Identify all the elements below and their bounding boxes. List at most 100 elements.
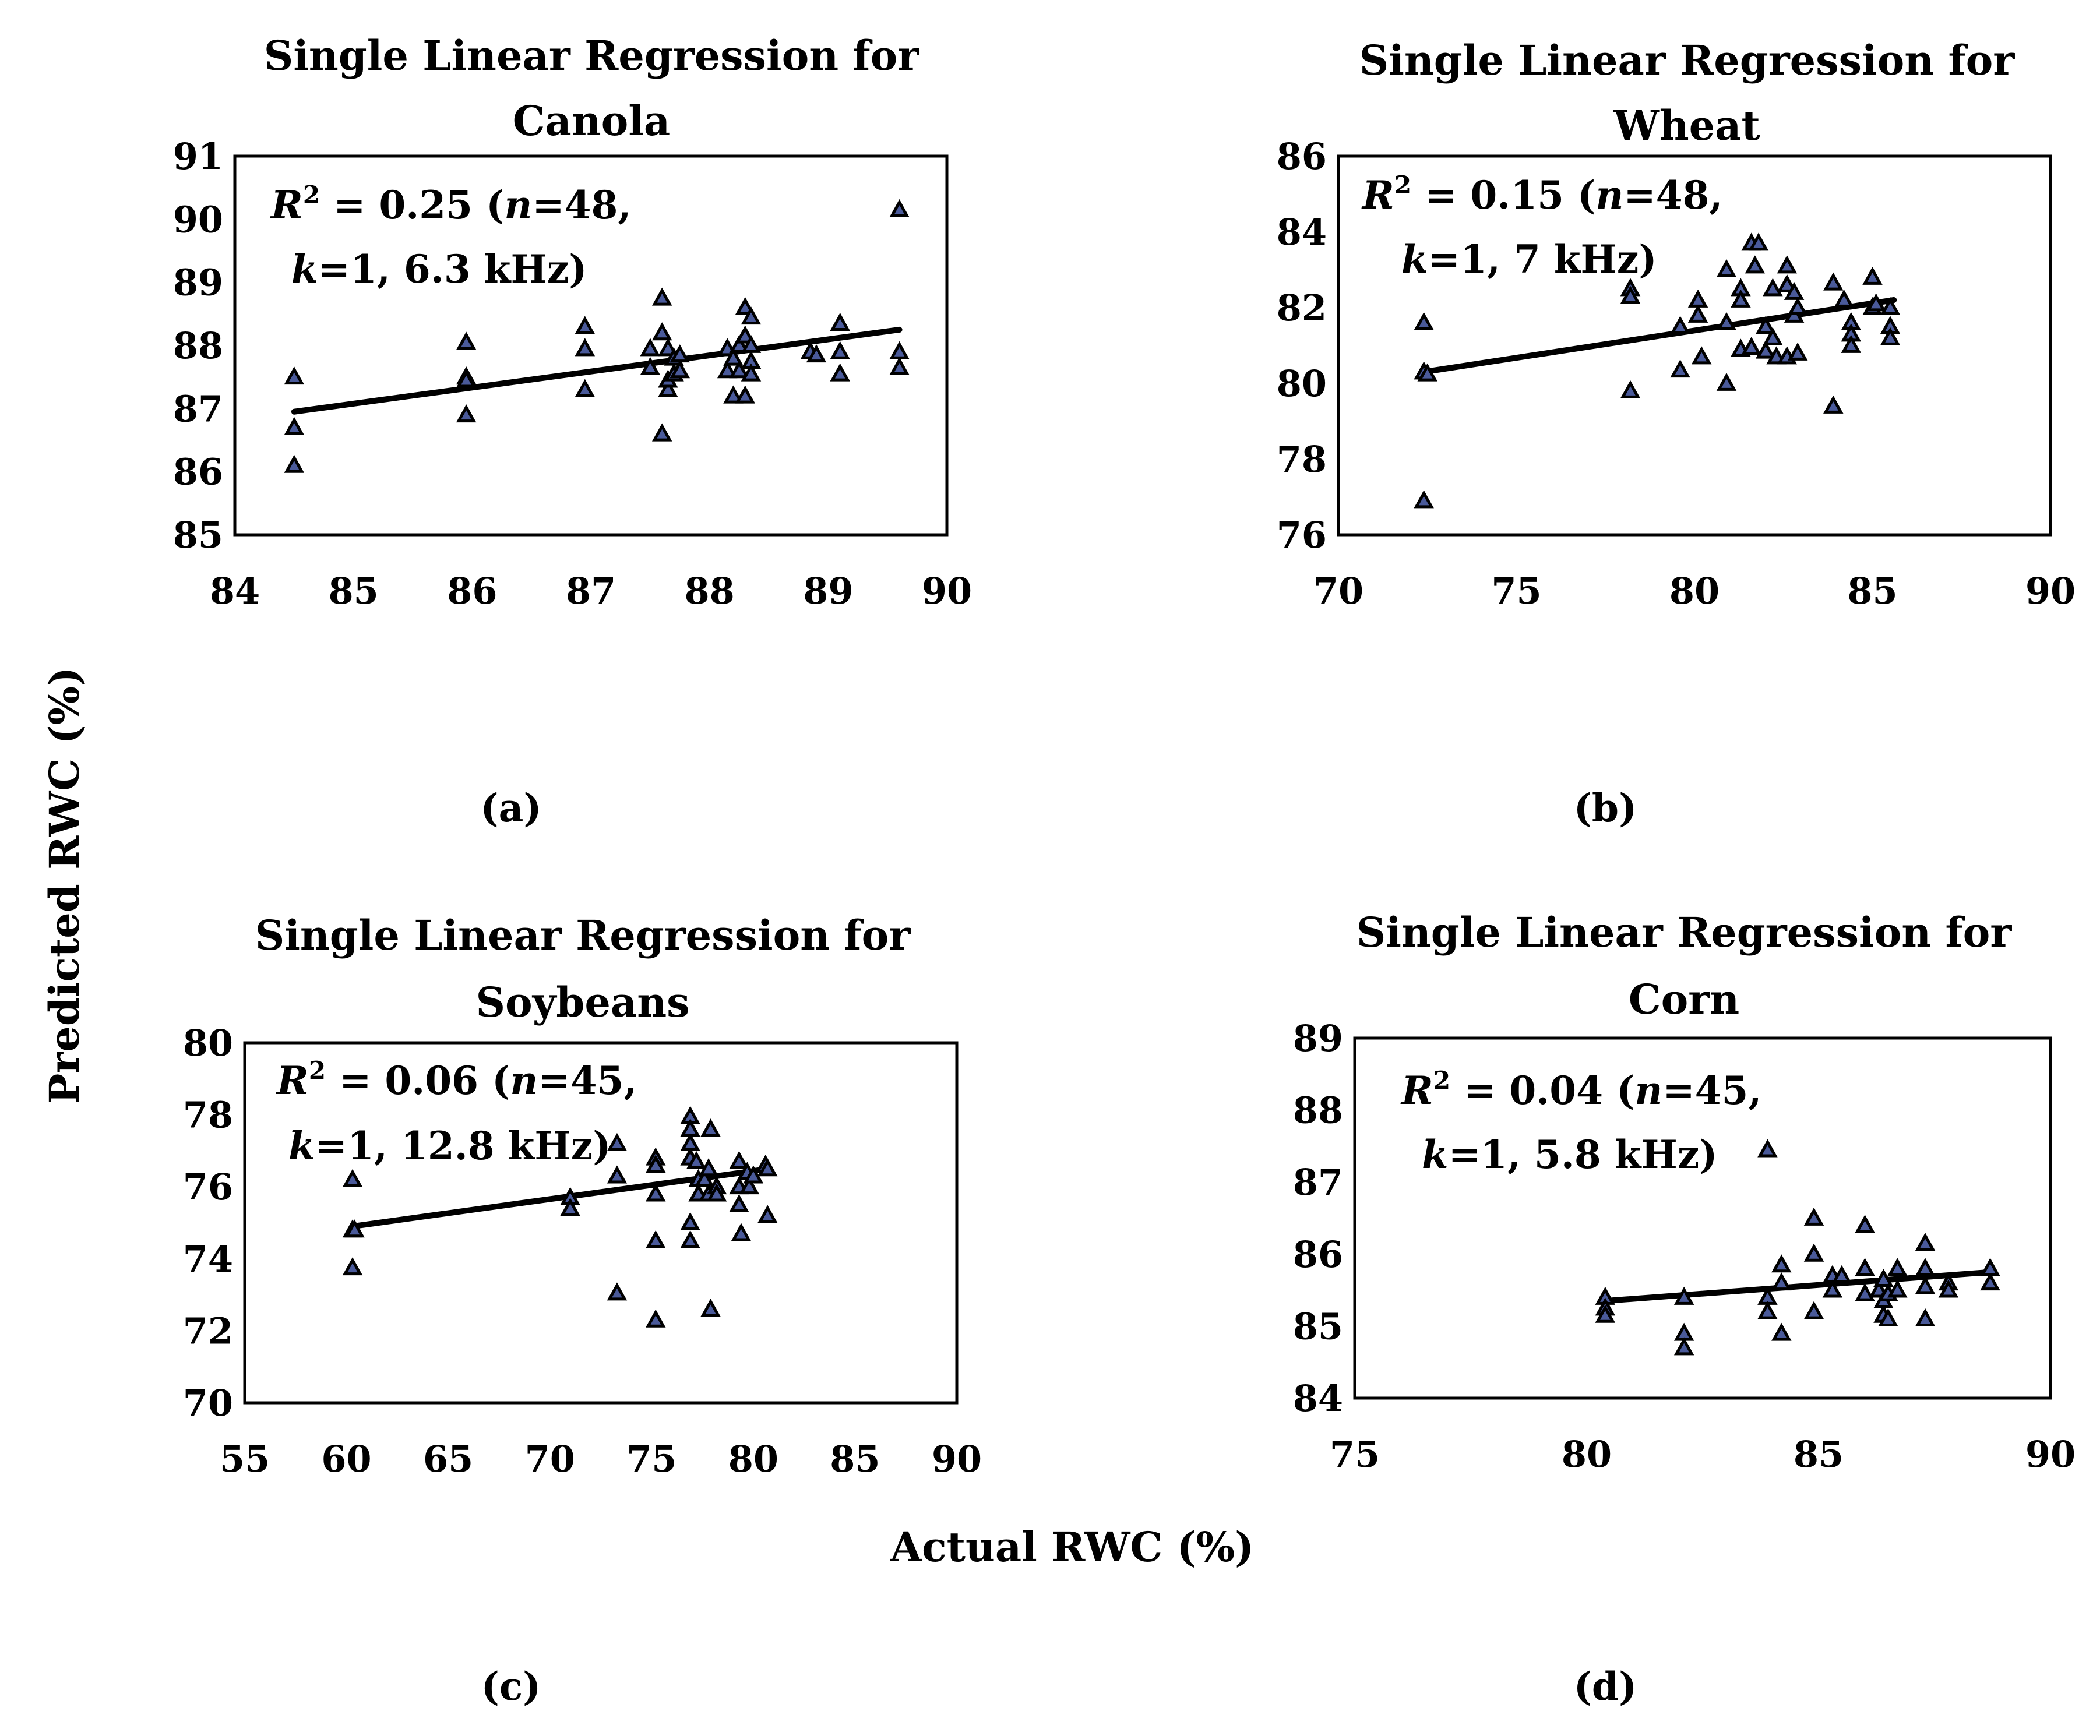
panel-a-y-tick-5: 90 — [173, 198, 223, 241]
panel-d-stat-k: k — [1422, 1132, 1449, 1177]
panel-c-data-point — [700, 1299, 721, 1317]
panel-b-data-point — [1763, 327, 1783, 345]
panel-c-x-tick-1: 60 — [321, 1438, 371, 1480]
panel-b-data-point — [1687, 304, 1708, 323]
panel-d-data-point — [1980, 1272, 2000, 1291]
panel-a-data-point — [717, 360, 738, 379]
panel-a-data-point — [284, 454, 305, 473]
panel-b-data-point — [1687, 289, 1708, 308]
panel-c-label: (c) — [481, 1664, 541, 1709]
panel-d-data-point — [1771, 1322, 1792, 1341]
panel-d-data-point — [1803, 1207, 1824, 1226]
panel-b-stat-r: R — [1361, 172, 1394, 218]
panel-c-x-ticks: 55 60 65 70 75 80 85 90 — [220, 1438, 982, 1480]
panel-d-x-tick-0: 75 — [1330, 1433, 1380, 1476]
panel-c-title-line2: Soybeans — [475, 978, 689, 1026]
panel-b-data-point — [1716, 312, 1737, 330]
panel-a-data-point — [575, 338, 596, 357]
panel-c-x-tick-7: 90 — [932, 1438, 982, 1480]
panel-d-data-point — [1831, 1265, 1852, 1283]
panel-c-y-tick-5: 80 — [183, 1022, 233, 1064]
panel-b-x-ticks: 70 75 80 85 90 — [1313, 570, 2076, 612]
panel-c-stat-line2: k=1, 12.8 kHz) — [288, 1123, 611, 1169]
panel-d-data-point — [1757, 1139, 1778, 1158]
panel-a-stat-line1: R2 = 0.25 (n=48, — [270, 181, 631, 228]
panel-d-stat-r: R — [1400, 1068, 1433, 1113]
panel-d-y-tick-2: 86 — [1293, 1233, 1343, 1276]
panel-b-y-tick-2: 80 — [1277, 362, 1327, 405]
panel-a-data-point — [889, 199, 910, 217]
panel-b-y-tick-1: 78 — [1277, 438, 1327, 481]
panel-d-data-point — [1873, 1268, 1894, 1287]
panel-a-y-tick-2: 87 — [173, 387, 223, 430]
panel-c-y-tick-0: 70 — [183, 1382, 233, 1424]
panel-a-x-tick-0: 84 — [210, 570, 260, 612]
panel-b-x-tick-0: 70 — [1313, 570, 1363, 612]
panel-d-data-point — [1878, 1308, 1898, 1326]
panel-a-data-point — [830, 312, 850, 331]
panel-b-stat-k-end: =1, 7 kHz) — [1428, 237, 1657, 282]
panel-d-data-point — [1887, 1279, 1908, 1298]
panel-d-data-point — [1771, 1254, 1792, 1273]
panel-d-data-point — [1938, 1279, 1959, 1298]
panel-a-data-point — [735, 297, 756, 315]
panel-a-y-tick-1: 86 — [173, 451, 223, 493]
panel-d-data-point — [1855, 1215, 1875, 1233]
panel-a-data-point — [723, 347, 744, 366]
panel-b-data-point — [1841, 334, 1862, 353]
panel-b-data-point — [1862, 266, 1883, 285]
panel-a-stat-r: R — [270, 182, 303, 228]
panel-a-stat-end: =48, — [532, 182, 631, 228]
panel-c-data-point — [700, 1118, 721, 1137]
panel-d-data-point — [1855, 1258, 1875, 1276]
panel-d-data-point — [1915, 1308, 1936, 1326]
panel-a-x-tick-2: 86 — [447, 570, 497, 612]
panel-a-y-tick-3: 88 — [173, 324, 223, 367]
panel-d-y-tick-1: 85 — [1293, 1305, 1343, 1347]
panel-c-data-point — [680, 1230, 700, 1248]
panel-c-data-point — [739, 1176, 760, 1195]
panel-d-stat-n: n — [1634, 1068, 1662, 1113]
panel-b-data-point — [1823, 395, 1844, 414]
panel-c-stat-k: k — [288, 1123, 315, 1169]
panel-b-points — [1414, 232, 1901, 509]
panel-a-data-point — [735, 385, 756, 404]
panel-a-stat-sup: 2 — [303, 181, 320, 209]
panel-b-title-line2: Wheat — [1613, 101, 1760, 150]
panel-d-y-tick-3: 87 — [1293, 1161, 1343, 1204]
panel-c-data-point — [646, 1230, 666, 1248]
panel-d-y-tick-4: 88 — [1293, 1089, 1343, 1132]
panel-d-y-ticks: 84 85 86 87 88 89 — [1293, 1017, 1343, 1420]
panel-d-title-line2: Corn — [1629, 975, 1739, 1024]
panel-b-stat-line2: k=1, 7 kHz) — [1401, 237, 1657, 282]
panel-a-y-tick-6: 91 — [173, 135, 223, 178]
panel-c-data-point — [757, 1158, 778, 1177]
panel-d-stat-line2: k=1, 5.8 kHz) — [1422, 1132, 1718, 1177]
panel-b-data-point — [1414, 312, 1434, 330]
panel-c-x-tick-6: 85 — [830, 1438, 880, 1480]
panel-a-data-point — [658, 379, 678, 397]
panel-d-data-point — [1757, 1301, 1778, 1319]
panel-d-data-point — [1887, 1258, 1908, 1276]
panel-b-data-point — [1763, 278, 1783, 297]
panel-c-data-point — [694, 1169, 715, 1187]
panel-b-data-point — [1620, 285, 1641, 304]
panel-a-data-point — [889, 341, 910, 359]
panel-b-data-point — [1620, 380, 1641, 398]
panel-a-data-point — [284, 417, 305, 435]
panel-a-data-point — [658, 338, 678, 357]
panel-a-data-point — [830, 363, 850, 382]
panel-c-data-point — [607, 1132, 628, 1151]
panel-c-data-point — [646, 1154, 666, 1173]
panel-a-trendline — [291, 326, 903, 415]
panel-c-data-point — [698, 1158, 719, 1177]
panel-a-stat-mid: = 0.25 ( — [320, 182, 504, 228]
panel-a-x-tick-6: 90 — [922, 570, 972, 612]
panel-c-data-point — [757, 1205, 778, 1223]
panel-b-data-point — [1716, 372, 1737, 391]
panel-b-data-point — [1777, 274, 1798, 292]
panel-a-stat-line2: k=1, 6.3 kHz) — [291, 246, 587, 292]
panel-d-stat-sup: 2 — [1433, 1066, 1450, 1095]
panel-b-y-tick-0: 76 — [1277, 514, 1327, 556]
panel-c-data-point — [607, 1165, 628, 1184]
